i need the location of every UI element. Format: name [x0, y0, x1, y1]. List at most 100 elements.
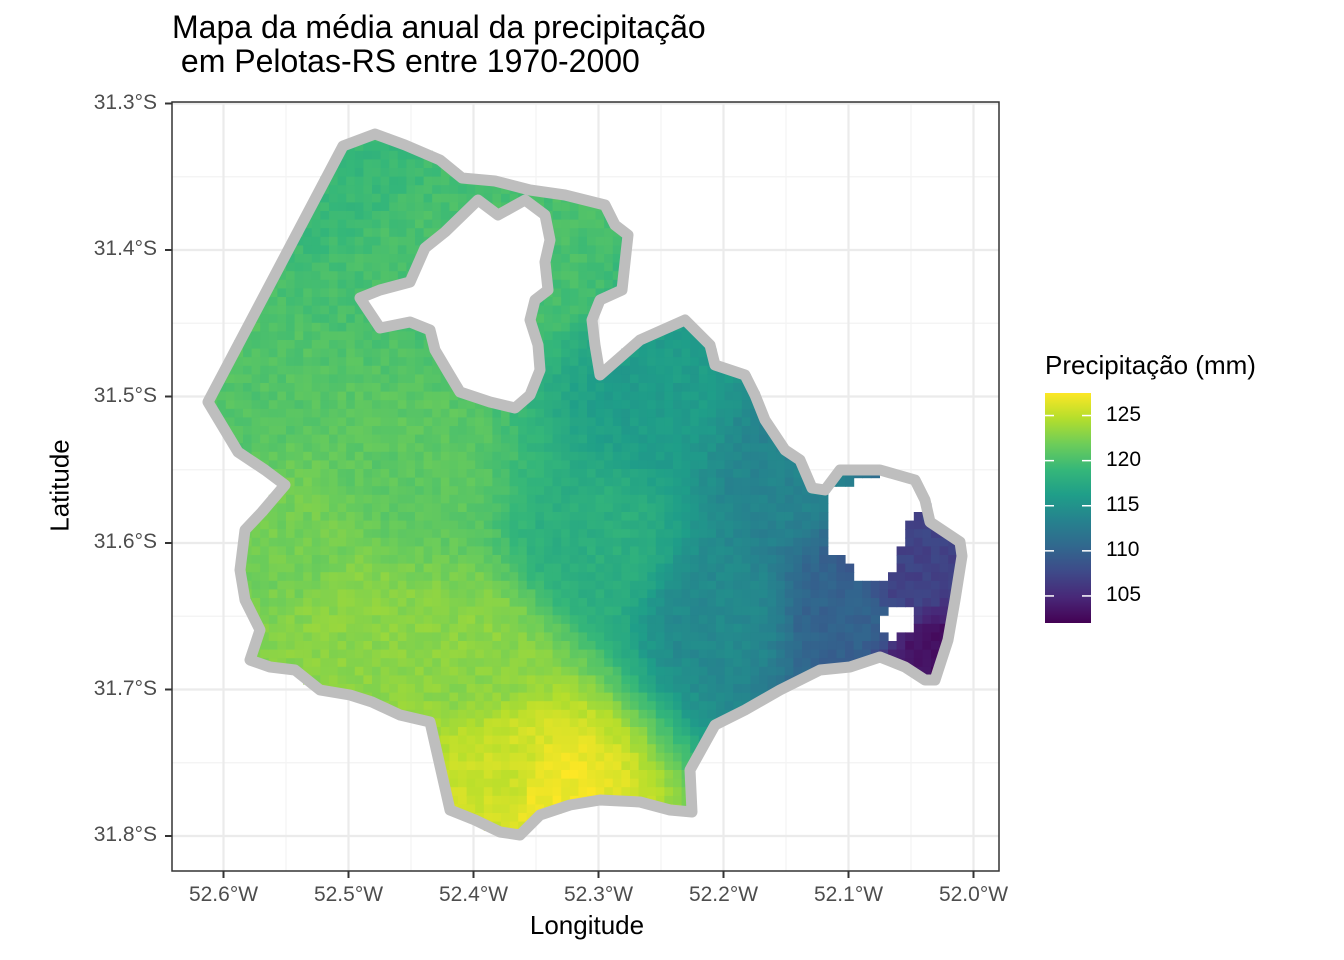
- raster-cell: [561, 236, 571, 246]
- raster-cell: [329, 219, 339, 229]
- raster-cell: [905, 555, 915, 565]
- raster-cell: [544, 520, 554, 530]
- raster-cell: [776, 451, 786, 461]
- raster-cell: [698, 383, 708, 393]
- raster-cell: [621, 391, 631, 401]
- raster-cell: [569, 408, 579, 418]
- raster-cell: [630, 709, 640, 719]
- raster-cell: [397, 469, 407, 479]
- raster-cell: [698, 727, 708, 737]
- raster-cell: [578, 623, 588, 633]
- raster-cell: [544, 632, 554, 642]
- raster-cell: [569, 727, 579, 737]
- raster-cell: [888, 580, 898, 590]
- raster-cell: [604, 512, 614, 522]
- raster-cell: [716, 606, 726, 616]
- raster-cell: [784, 641, 794, 651]
- raster-cell: [655, 641, 665, 651]
- raster-cell: [380, 684, 390, 694]
- raster-cell: [673, 563, 683, 573]
- raster-cell: [526, 469, 536, 479]
- raster-cell: [311, 357, 321, 367]
- raster-cell: [552, 563, 562, 573]
- raster-cell: [346, 297, 356, 307]
- raster-cell: [458, 589, 468, 599]
- raster-cell: [569, 434, 579, 444]
- raster-cell: [354, 632, 364, 642]
- raster-cell: [707, 477, 717, 487]
- raster-cell: [466, 443, 476, 453]
- raster-cell: [346, 374, 356, 384]
- raster-cell: [655, 512, 665, 522]
- raster-cell: [397, 331, 407, 341]
- raster-cell: [681, 400, 691, 410]
- raster-cell: [535, 752, 545, 762]
- raster-cell: [810, 623, 820, 633]
- raster-cell: [681, 666, 691, 676]
- raster-cell: [397, 176, 407, 186]
- raster-cell: [311, 211, 321, 221]
- raster-cell: [320, 297, 330, 307]
- raster-cell: [354, 150, 364, 160]
- raster-cell: [724, 486, 734, 496]
- raster-cell: [518, 434, 528, 444]
- raster-cell: [621, 580, 631, 590]
- raster-cell: [380, 546, 390, 556]
- raster-cell: [716, 460, 726, 470]
- raster-cell: [673, 408, 683, 418]
- raster-cell: [647, 477, 657, 487]
- raster-cell: [432, 598, 442, 608]
- raster-cell: [552, 236, 562, 246]
- raster-cell: [716, 512, 726, 522]
- raster-cell: [870, 623, 880, 633]
- raster-cell: [681, 709, 691, 719]
- raster-cell: [449, 494, 459, 504]
- raster-cell: [354, 572, 364, 582]
- raster-cell: [707, 701, 717, 711]
- raster-cell: [870, 641, 880, 651]
- raster-cell: [569, 787, 579, 797]
- raster-cell: [810, 529, 820, 539]
- raster-cell: [569, 305, 579, 315]
- raster-cell: [681, 503, 691, 513]
- raster-cell: [638, 537, 648, 547]
- raster-cell: [303, 563, 313, 573]
- raster-cell: [604, 254, 614, 264]
- raster-cell: [578, 460, 588, 470]
- raster-cell: [526, 477, 536, 487]
- raster-cell: [526, 460, 536, 470]
- raster-cell: [638, 520, 648, 530]
- raster-cell: [320, 288, 330, 298]
- raster-cell: [664, 477, 674, 487]
- raster-cell: [458, 598, 468, 608]
- raster-cell: [630, 546, 640, 556]
- raster-cell: [845, 589, 855, 599]
- raster-cell: [638, 460, 648, 470]
- raster-cell: [647, 546, 657, 556]
- raster-cell: [449, 623, 459, 633]
- raster-cell: [535, 744, 545, 754]
- raster-cell: [664, 589, 674, 599]
- raster-cell: [793, 658, 803, 668]
- raster-cell: [698, 460, 708, 470]
- raster-cell: [741, 486, 751, 496]
- raster-cell: [320, 348, 330, 358]
- raster-cell: [243, 357, 253, 367]
- raster-cell: [277, 623, 287, 633]
- raster-cell: [501, 709, 511, 719]
- raster-cell: [483, 658, 493, 668]
- raster-cell: [913, 623, 923, 633]
- raster-cell: [612, 374, 622, 384]
- raster-cell: [311, 666, 321, 676]
- raster-cell: [303, 391, 313, 401]
- raster-cell: [879, 580, 889, 590]
- raster-cell: [552, 537, 562, 547]
- raster-cell: [741, 572, 751, 582]
- raster-cell: [673, 744, 683, 754]
- raster-cell: [303, 288, 313, 298]
- raster-cell: [724, 641, 734, 651]
- raster-cell: [647, 426, 657, 436]
- raster-cell: [922, 666, 932, 676]
- raster-cell: [311, 365, 321, 375]
- raster-cell: [303, 297, 313, 307]
